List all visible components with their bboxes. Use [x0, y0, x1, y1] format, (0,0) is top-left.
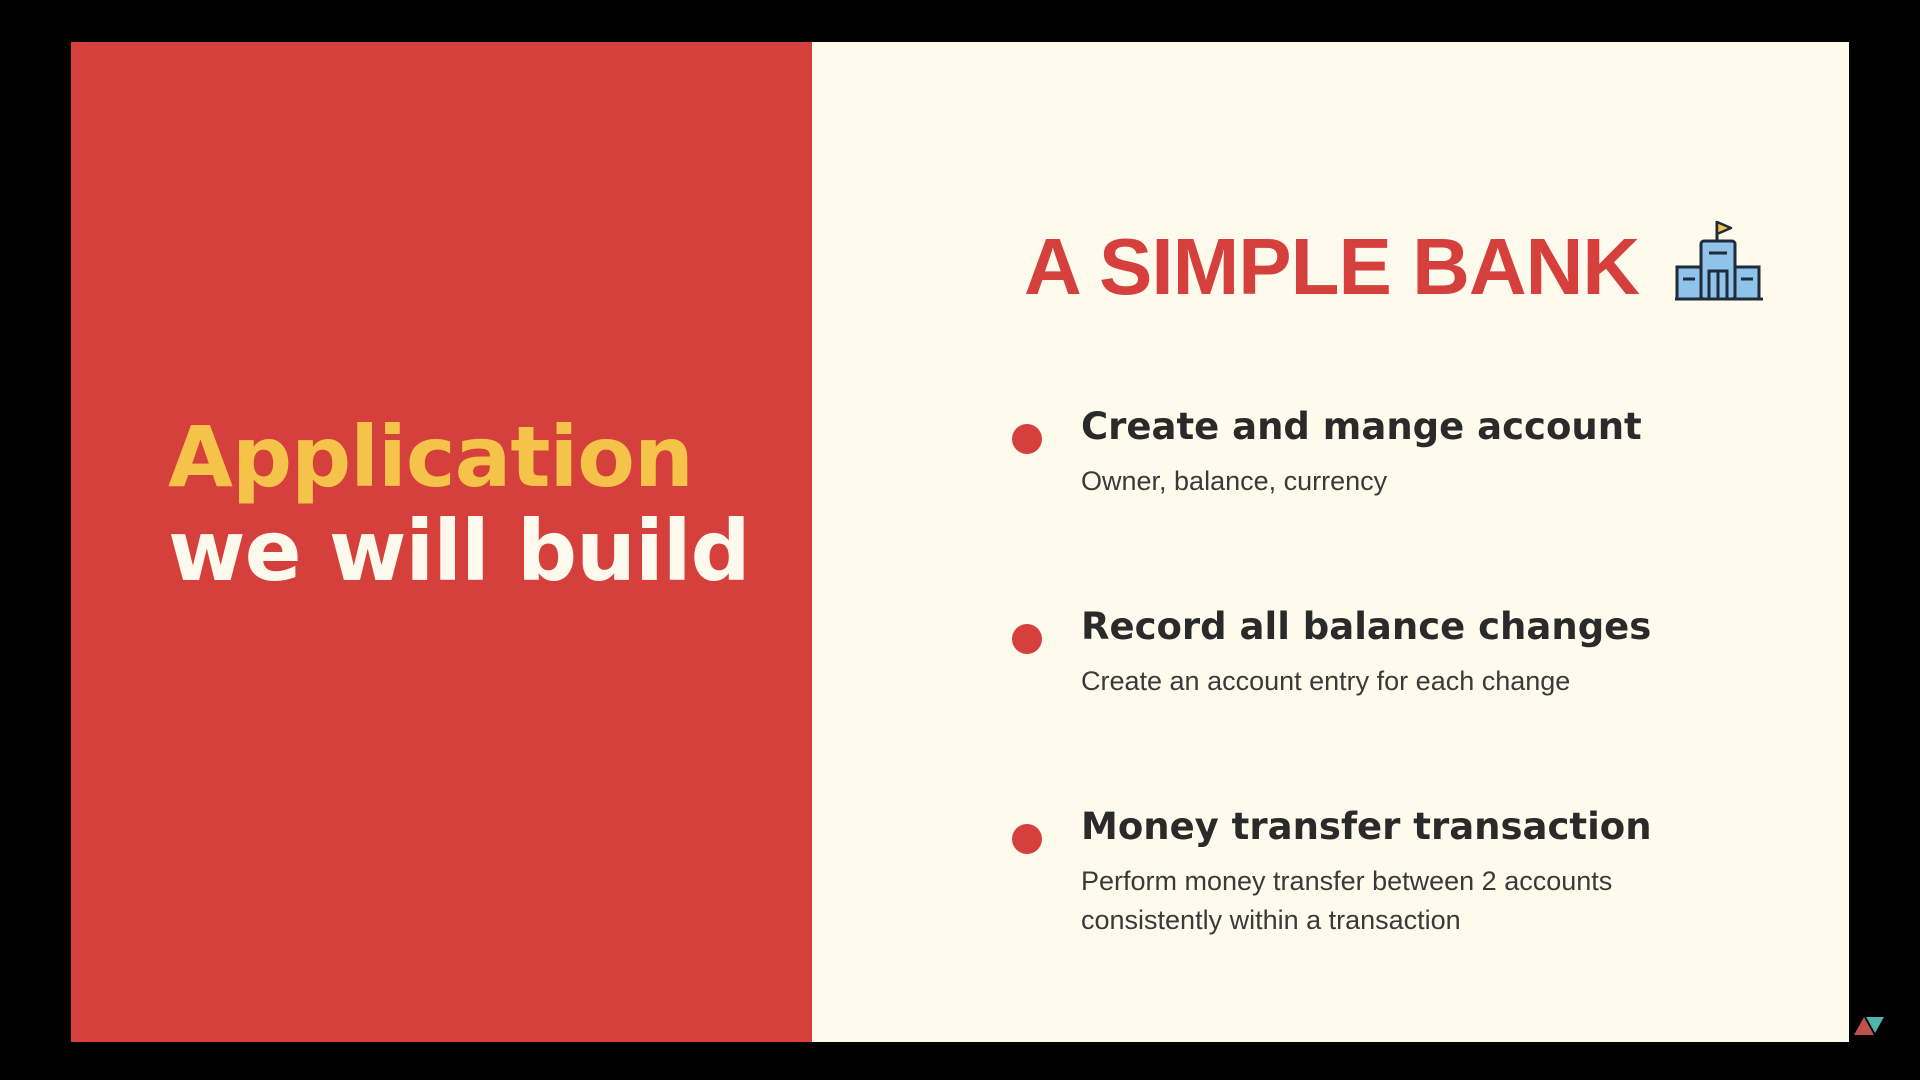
- feature-title: Create and mange account: [1081, 405, 1642, 448]
- heading-line-2: we will build: [168, 502, 751, 600]
- bullet-dot-icon: [1012, 624, 1042, 654]
- slide-heading: Application we will build: [168, 408, 751, 600]
- heading-line-1: Application: [168, 408, 694, 506]
- feature-title: Money transfer transaction: [1081, 805, 1652, 848]
- feature-item: Record all balance changes Create an acc…: [1012, 602, 1681, 802]
- feature-title: Record all balance changes: [1081, 605, 1652, 648]
- bank-title: A SIMPLE BANK: [1024, 222, 1640, 311]
- corner-logo-icon: [1854, 1017, 1884, 1035]
- feature-item: Create and mange account Owner, balance,…: [1012, 402, 1681, 602]
- feature-list: Create and mange account Owner, balance,…: [1012, 402, 1681, 1002]
- feature-description: Create an account entry for each change: [1081, 666, 1571, 696]
- feature-description: Owner, balance, currency: [1081, 466, 1388, 496]
- bank-building-icon: [1675, 220, 1764, 301]
- right-panel: A SIMPLE BANK: [812, 42, 1849, 1042]
- bank-title-row: A SIMPLE BANK: [1024, 220, 1765, 312]
- left-panel: Application we will build: [71, 42, 812, 1042]
- bullet-dot-icon: [1012, 824, 1042, 854]
- bullet-dot-icon: [1012, 424, 1042, 454]
- slide: Application we will build A SIMPLE BANK: [71, 42, 1849, 1042]
- feature-description: Perform money transfer between 2 account…: [1081, 866, 1613, 935]
- feature-item: Money transfer transaction Perform money…: [1012, 802, 1681, 1002]
